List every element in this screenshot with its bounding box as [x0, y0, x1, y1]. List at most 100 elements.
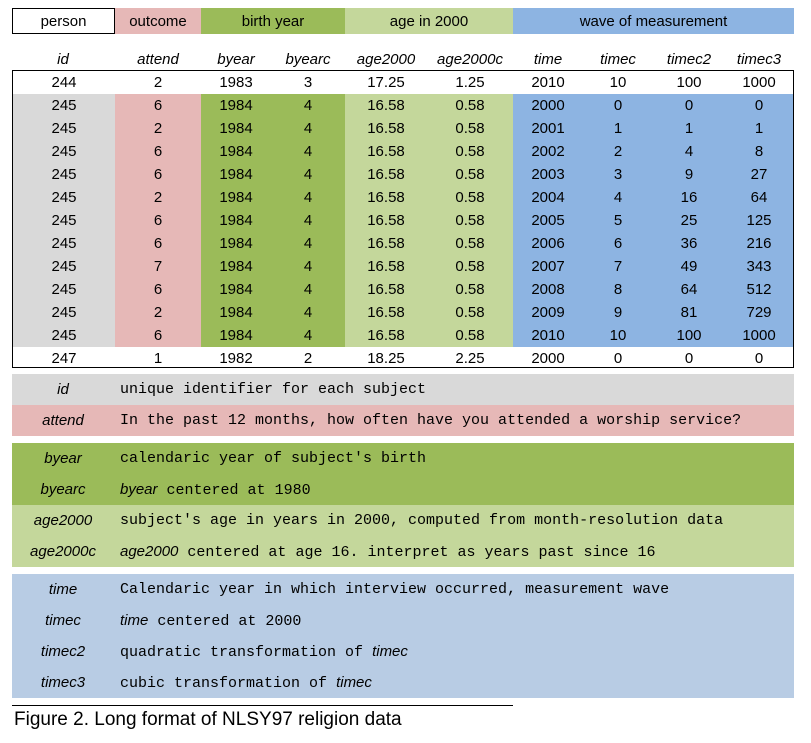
table-cell-age2000: 16.58 — [345, 117, 427, 140]
legend-row-time: time Calendaric year in which interview … — [12, 574, 794, 605]
legend-description-text: centered at 1980 — [166, 481, 311, 499]
table-cell-age2000c: 0.58 — [427, 94, 513, 117]
column-header-id: id — [57, 50, 69, 68]
legend-description: calendaric year of subject's birth — [120, 450, 427, 467]
table-row: 245 6 1984 4 16.58 0.58 2005 5 25 125 — [13, 209, 793, 232]
table-cell-age2000: 16.58 — [345, 255, 427, 278]
legend-description: Calendaric year in which interview occur… — [120, 581, 670, 598]
table-cell-time: 2000 — [531, 350, 565, 367]
table-cell-age2000c: 0.58 — [427, 278, 513, 301]
legend-description-ref: timec — [336, 673, 372, 691]
table-cell-age2000c: 0.58 — [427, 117, 513, 140]
table-cell-age2000: 16.58 — [345, 278, 427, 301]
table-cell-id: 245 — [13, 163, 115, 186]
table-row: 245 2 1984 4 16.58 0.58 2009 9 81 729 — [13, 301, 793, 324]
table-cell-byear: 1983 — [219, 74, 253, 91]
legend-description-ref: age2000 — [120, 542, 179, 560]
table-cell-timec3: 343 — [725, 255, 793, 278]
table-row: 245 2 1984 4 16.58 0.58 2001 1 1 1 — [13, 117, 793, 140]
legend-description-ref: byear — [120, 480, 158, 498]
table-cell-time: 2010 — [513, 324, 583, 347]
table-cell-timec: 9 — [583, 301, 653, 324]
figure-caption: Figure 2. Long format of NLSY97 religion… — [14, 709, 402, 730]
table-cell-timec: 2 — [583, 140, 653, 163]
legend-term: timec3 — [40, 674, 86, 691]
table-cell-time: 2005 — [513, 209, 583, 232]
table-cell-id: 245 — [13, 255, 115, 278]
table-cell-attend: 6 — [115, 163, 201, 186]
legend-description-text: centered at age 16. interpret as years p… — [187, 543, 656, 561]
table-cell-id: 245 — [13, 140, 115, 163]
table-cell-byear: 1984 — [201, 209, 271, 232]
legend-description-ref: time — [120, 611, 149, 629]
table-cell-attend: 6 — [115, 140, 201, 163]
group-header-outcome: outcome — [115, 8, 201, 34]
table-row: 245 2 1984 4 16.58 0.58 2004 4 16 64 — [13, 186, 793, 209]
legend-term: byearc — [40, 481, 86, 498]
table-cell-timec2: 0 — [653, 94, 725, 117]
table-row: 245 6 1984 4 16.58 0.58 2008 8 64 512 — [13, 278, 793, 301]
table-cell-age2000c: 0.58 — [427, 140, 513, 163]
table-cell-time: 2000 — [513, 94, 583, 117]
table-cell-timec: 4 — [583, 186, 653, 209]
table-cell-byearc: 2 — [303, 350, 313, 367]
table-cell-byearc: 4 — [271, 94, 345, 117]
table-cell-timec2: 9 — [653, 163, 725, 186]
table-cell-age2000: 16.58 — [345, 209, 427, 232]
table-cell-attend: 6 — [115, 278, 201, 301]
legend-description-text: cubic transformation of — [120, 674, 328, 692]
table-cell-attend: 1 — [153, 350, 163, 367]
legend-term: timec — [45, 612, 81, 629]
table-cell-time: 2004 — [513, 186, 583, 209]
table-cell-timec2: 49 — [653, 255, 725, 278]
column-header-timec2: timec2 — [666, 50, 712, 68]
legend-row-timec3: timec3 cubic transformation of timec — [12, 667, 794, 698]
legend-description: byear centered at 1980 — [114, 481, 311, 499]
table-cell-timec3: 729 — [725, 301, 793, 324]
legend-description: cubic transformation of timec — [114, 674, 372, 692]
legend-row-timec2: timec2 quadratic transformation of timec — [12, 636, 794, 667]
table-cell-attend: 2 — [115, 186, 201, 209]
table-cell-byear: 1984 — [201, 278, 271, 301]
table-cell-id: 245 — [13, 117, 115, 140]
caption-rule — [12, 705, 513, 706]
table-cell-id: 245 — [13, 324, 115, 347]
table-cell-age2000: 16.58 — [345, 232, 427, 255]
table-cell-age2000: 18.25 — [367, 350, 405, 367]
table-cell-time: 2003 — [513, 163, 583, 186]
table-cell-attend: 2 — [115, 117, 201, 140]
legend-term: time — [48, 581, 78, 598]
table-cell-timec2: 100 — [676, 74, 702, 91]
table-cell-byear: 1984 — [201, 324, 271, 347]
table-cell-attend: 6 — [115, 209, 201, 232]
table-cell-id: 245 — [13, 301, 115, 324]
table-cell-byearc: 4 — [271, 186, 345, 209]
table-cell-id: 247 — [51, 350, 77, 367]
table-cell-age2000c: 2.25 — [455, 350, 485, 367]
group-header-wave: wave of measurement — [513, 8, 794, 34]
table-cell-age2000: 16.58 — [345, 140, 427, 163]
table-cell-time: 2009 — [513, 301, 583, 324]
table-cell-timec: 6 — [583, 232, 653, 255]
legend-row-age2000: age2000 subject's age in years in 2000, … — [12, 505, 794, 536]
table-cell-byear: 1984 — [201, 255, 271, 278]
legend-row-byear: byear calendaric year of subject's birth — [12, 443, 794, 474]
table-row: 245 6 1984 4 16.58 0.58 2010 10 100 1000 — [13, 324, 793, 347]
table-cell-id: 245 — [13, 94, 115, 117]
table-cell-timec2: 0 — [684, 350, 694, 367]
table-cell-timec2: 1 — [653, 117, 725, 140]
table-row: 245 6 1984 4 16.58 0.58 2000 0 0 0 — [13, 94, 793, 117]
table-cell-age2000: 16.58 — [345, 186, 427, 209]
table-cell-byearc: 4 — [271, 255, 345, 278]
table-cell-age2000c: 0.58 — [427, 301, 513, 324]
table-cell-timec3: 216 — [725, 232, 793, 255]
table-cell-timec: 0 — [583, 94, 653, 117]
table-cell-time: 2007 — [513, 255, 583, 278]
table-cell-timec2: 36 — [653, 232, 725, 255]
table-cell-age2000: 17.25 — [367, 74, 405, 91]
table-cell-attend: 2 — [153, 74, 163, 91]
table-row: 245 6 1984 4 16.58 0.58 2002 2 4 8 — [13, 140, 793, 163]
table-cell-time: 2010 — [531, 74, 565, 91]
table-cell-time: 2002 — [513, 140, 583, 163]
legend-description-ref: timec — [372, 642, 408, 660]
